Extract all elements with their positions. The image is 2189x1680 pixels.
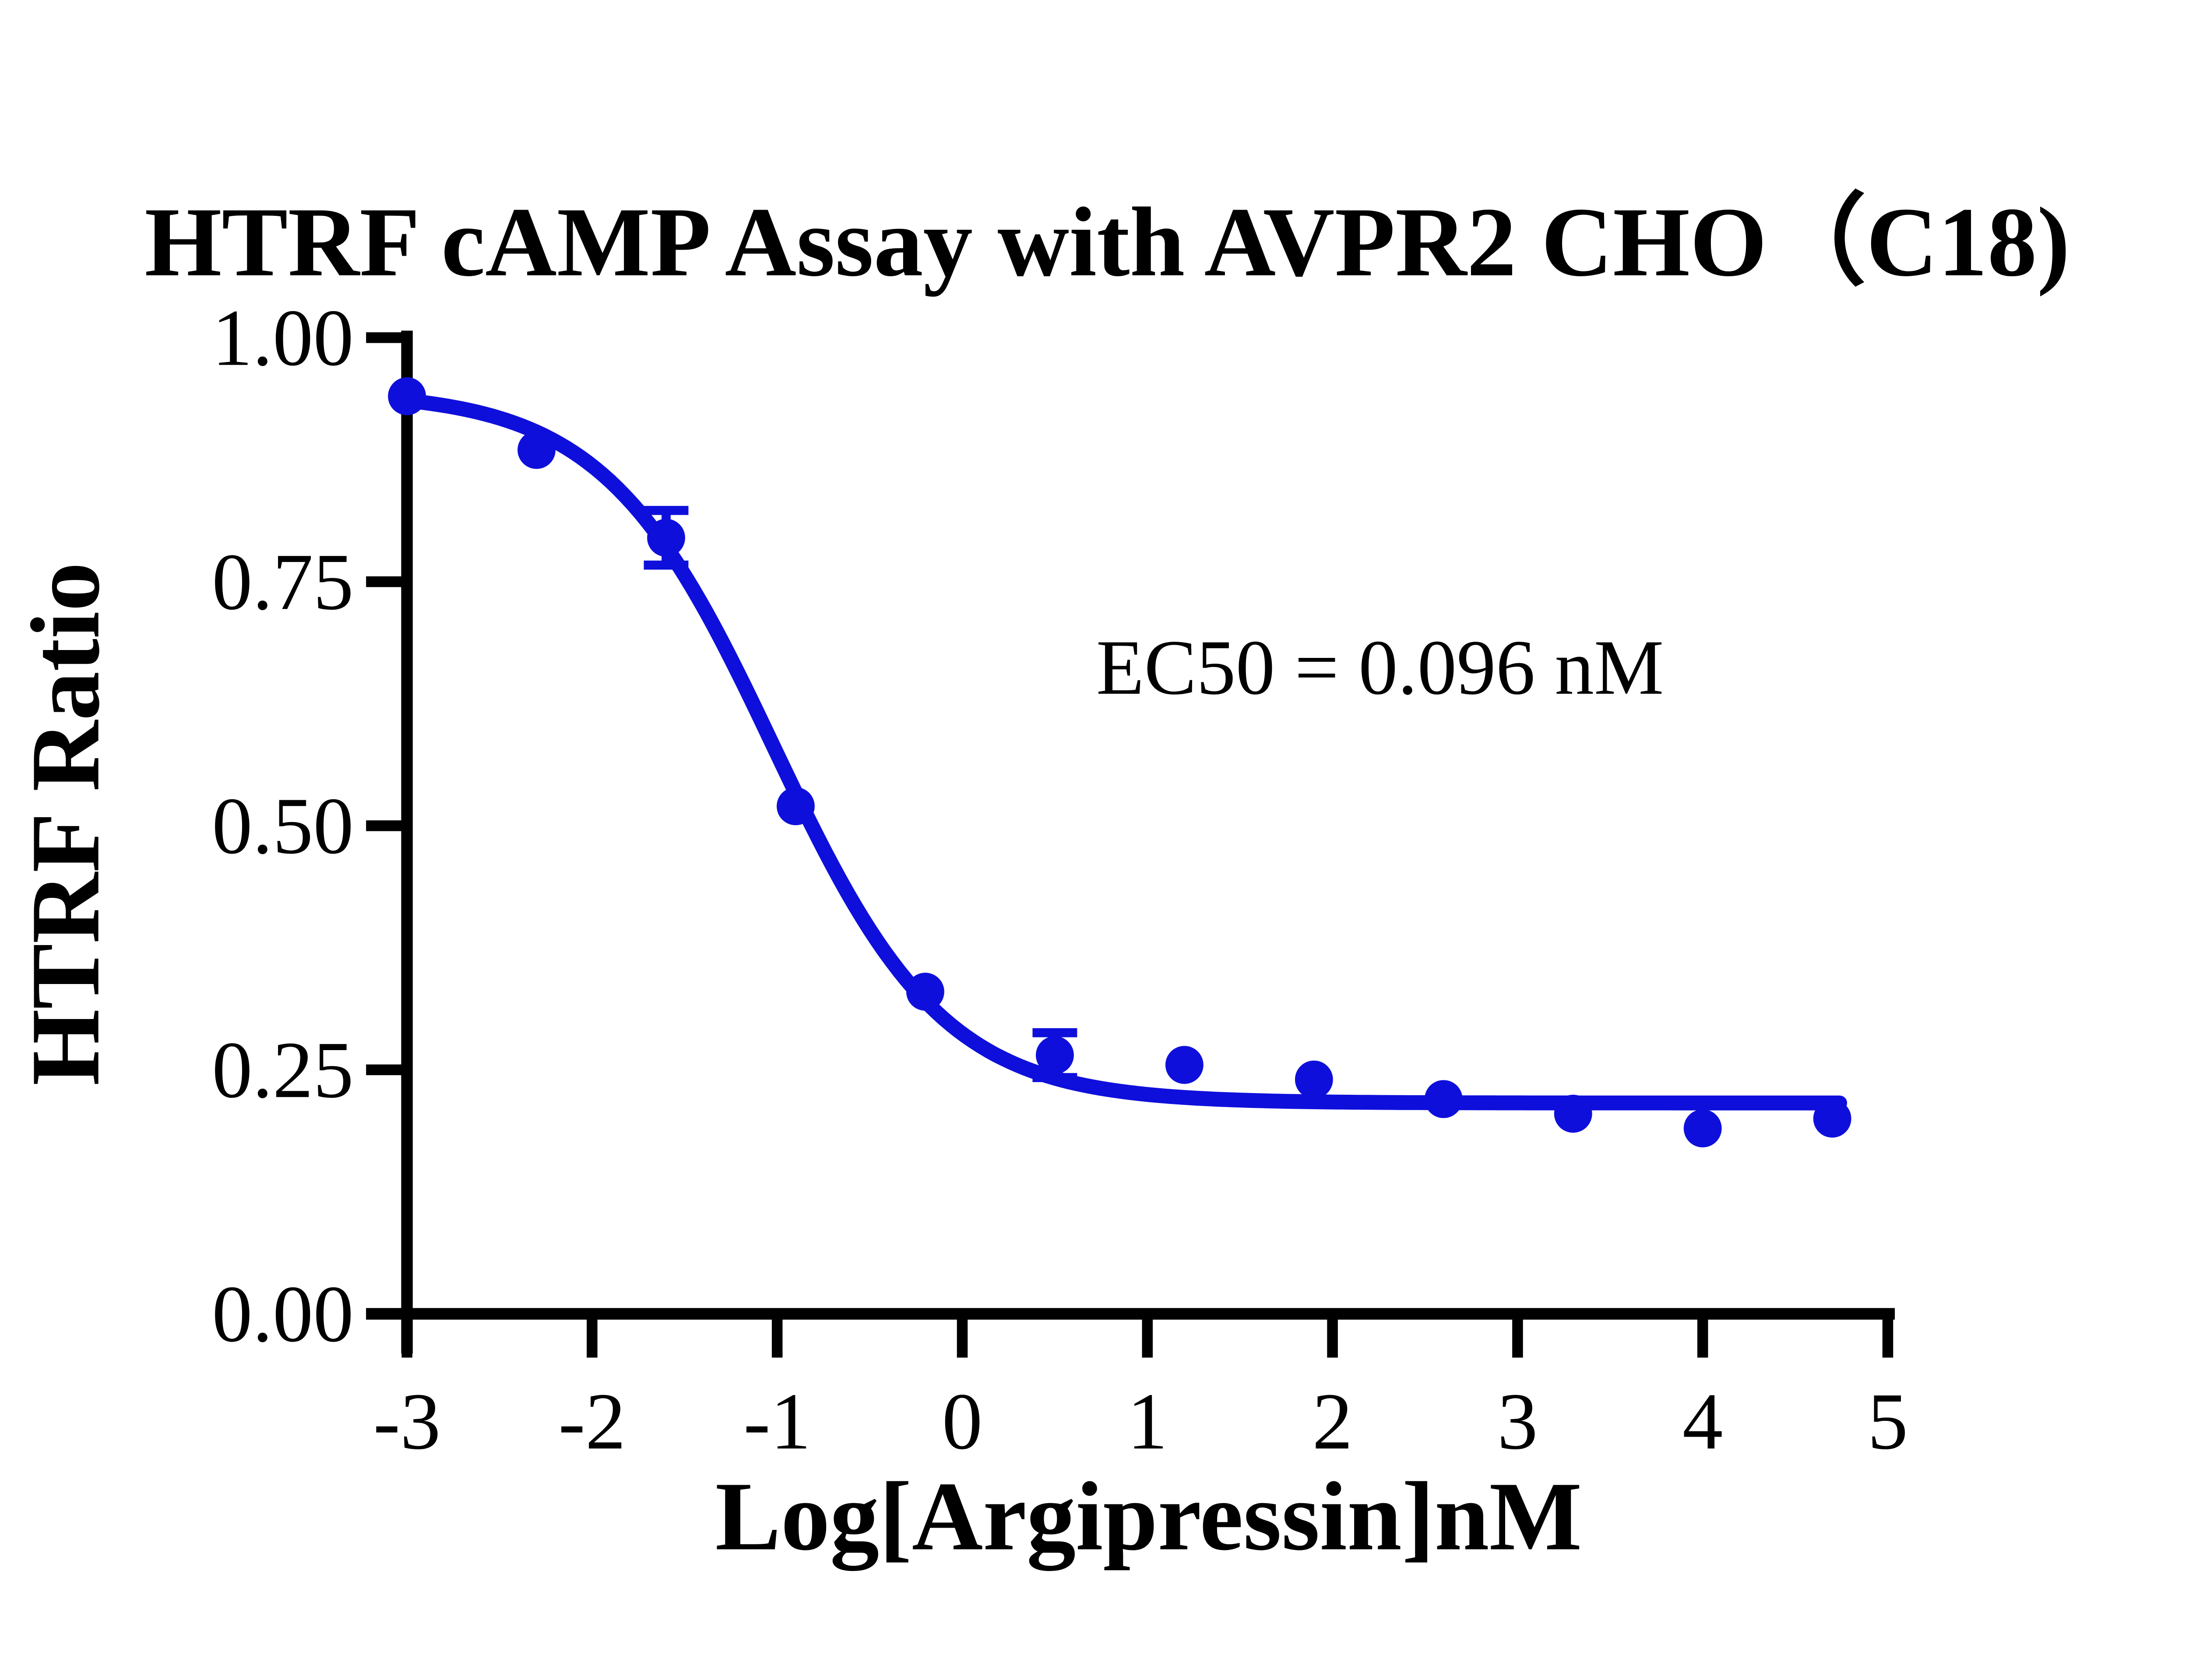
- x-axis-title: Log[Argipressin]nM: [715, 1462, 1582, 1571]
- x-tick-label: 1: [1127, 1377, 1168, 1466]
- error-bar-layer: [644, 506, 1077, 1083]
- data-point-marker: [1554, 1094, 1592, 1133]
- y-tick-label: 1.00: [212, 293, 354, 383]
- data-point-marker: [1295, 1060, 1333, 1099]
- y-axis-title: HTRF Ratio: [11, 562, 120, 1086]
- data-point-marker: [1424, 1080, 1463, 1118]
- y-tick-label: 0.25: [212, 1025, 354, 1115]
- x-tick-label: -3: [373, 1377, 441, 1466]
- data-point-layer: [388, 377, 1851, 1148]
- data-point-marker: [906, 973, 944, 1011]
- data-point-marker: [777, 787, 815, 826]
- data-point-marker: [1813, 1100, 1851, 1138]
- x-tick-label: 3: [1497, 1377, 1538, 1466]
- fit-curve: [396, 393, 1848, 1111]
- y-tick-label: 0.00: [212, 1269, 354, 1359]
- data-point-marker: [1035, 1036, 1074, 1074]
- chart-title: HTRF cAMP Assay with AVPR2 CHO（C18): [144, 187, 2070, 297]
- y-axis-ticks: 1.00 0.75 0.50 0.25 0.00: [212, 293, 409, 1359]
- x-tick-label: 4: [1682, 1377, 1723, 1466]
- x-axis: -3 -2 -1 0 1 2 3 4 5: [366, 1308, 1908, 1466]
- data-point-marker: [388, 377, 426, 415]
- data-point-marker: [647, 519, 685, 557]
- x-axis-ticks: -3 -2 -1 0 1 2 3 4 5: [373, 1314, 1908, 1466]
- data-point-marker: [1165, 1046, 1204, 1084]
- x-tick-label: 5: [1868, 1377, 1908, 1466]
- y-tick-label: 0.50: [212, 781, 354, 871]
- ec50-annotation: EC50 = 0.096 nM: [1096, 624, 1664, 711]
- x-tick-label: -2: [558, 1377, 626, 1466]
- data-point-marker: [1683, 1109, 1722, 1148]
- y-axis: 1.00 0.75 0.50 0.25 0.00: [212, 293, 413, 1359]
- y-tick-label: 0.75: [212, 537, 354, 627]
- x-tick-label: -1: [743, 1377, 811, 1466]
- fit-curve-layer: [396, 393, 1848, 1111]
- x-tick-label: 0: [942, 1377, 982, 1466]
- data-point-marker: [517, 431, 556, 469]
- x-tick-label: 2: [1312, 1377, 1352, 1466]
